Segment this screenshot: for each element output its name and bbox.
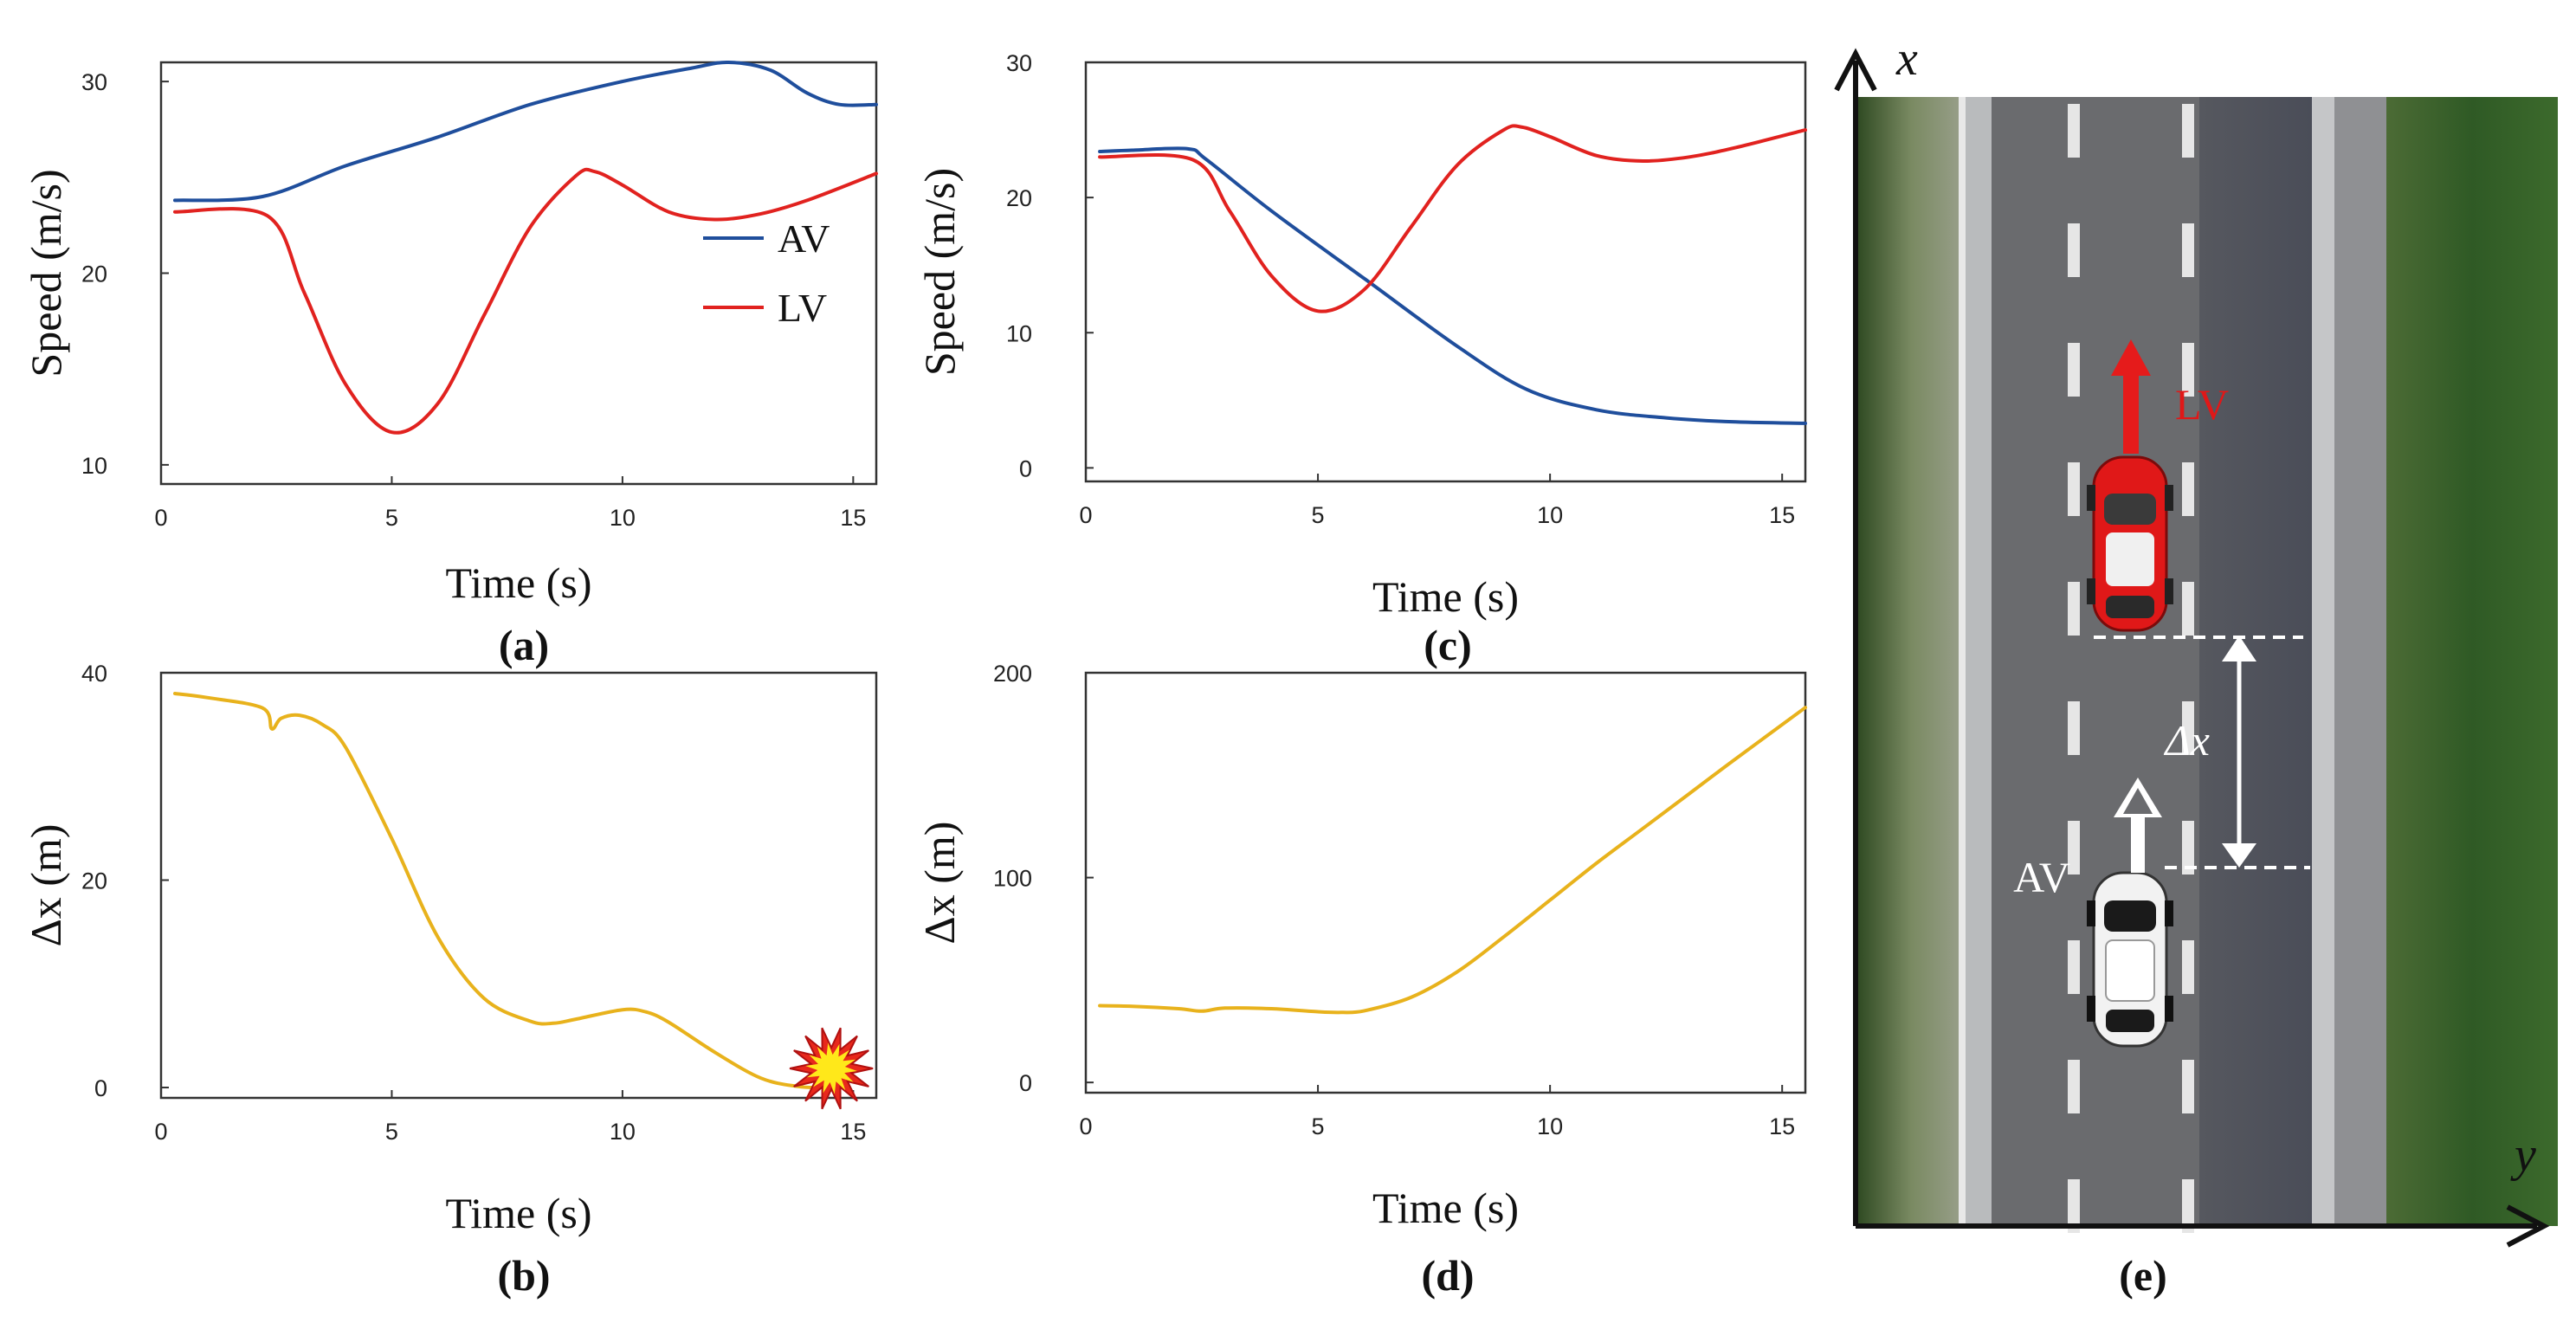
left-shoulder — [1966, 97, 1992, 1226]
lane-dash — [2182, 940, 2194, 994]
y-tick-label: 100 — [993, 866, 1032, 892]
x-axis-label: Time (s) — [445, 558, 591, 607]
x-tick-label: 15 — [1769, 502, 1795, 528]
plot-frame — [1084, 61, 1807, 483]
y-axis-label: Speed (m/s) — [915, 168, 964, 376]
x-tick-label: 5 — [385, 1119, 398, 1145]
lane-dashes — [2068, 104, 2194, 1233]
y-tick-label: 0 — [1019, 1070, 1032, 1096]
lane-dash — [2068, 343, 2080, 397]
y-tick-label: 30 — [1006, 50, 1032, 76]
panel-label-a: (a) — [499, 621, 549, 669]
scene-x-axis-label: x — [1895, 32, 1918, 86]
lv-direction-arrow — [2111, 339, 2151, 454]
road-scene: LV AV Δx x y — [1834, 32, 2558, 1248]
x-tick-label: 10 — [1537, 502, 1563, 528]
lane-dash — [2182, 1060, 2194, 1113]
lane-dash — [2068, 1060, 2080, 1113]
series-line-lv — [1098, 124, 1807, 313]
y-axis-label: Δx (m) — [915, 822, 964, 945]
scene-y-axis-label: y — [2510, 1128, 2536, 1182]
chart-b: 0 5 10 15 0 20 40 Time (s) Δx (m) — [22, 661, 878, 1237]
x-axis-label: Time (s) — [445, 1189, 591, 1237]
y-tick-label: 40 — [81, 661, 107, 687]
y-tick-label: 20 — [81, 868, 107, 894]
panel-label-d: (d) — [1421, 1251, 1474, 1300]
plot-frame — [159, 671, 878, 1100]
lane-dash — [2068, 582, 2080, 636]
x-tick-label: 0 — [1079, 1113, 1092, 1139]
y-axis-label: Δx (m) — [22, 824, 70, 947]
plot-frame — [159, 61, 878, 486]
lv-car — [2087, 455, 2173, 632]
panel-label-e: (e) — [2119, 1251, 2167, 1300]
lane-dash — [2182, 223, 2194, 277]
x-axis-label: Time (s) — [1372, 572, 1519, 621]
y-tick-label: 20 — [81, 261, 107, 287]
av-label: AV — [2013, 853, 2070, 901]
panel-label-b: (b) — [497, 1251, 550, 1300]
x-tick-label: 10 — [610, 505, 636, 531]
chart-a: 0 5 10 15 10 20 30 Time (s) Speed (m/s) AV LV — [22, 60, 878, 607]
lane-dash — [2068, 104, 2080, 158]
av-car — [2087, 871, 2173, 1048]
lane-dash — [2182, 104, 2194, 158]
lane-dash — [2182, 462, 2194, 516]
series-line-δx — [173, 692, 823, 1090]
lv-label: LV — [2175, 380, 2229, 429]
y-axis-label: Speed (m/s) — [22, 169, 70, 377]
x-tick-label: 10 — [1537, 1113, 1563, 1139]
chart-d: 0 5 10 15 0 100 200 Time (s) Δx (m) — [915, 661, 1807, 1232]
lane-dash — [2068, 821, 2080, 874]
y-tick-label: 200 — [993, 661, 1032, 687]
gap-label: Δx — [2163, 716, 2210, 765]
x-tick-label: 5 — [385, 505, 398, 531]
series-line-av — [173, 60, 878, 203]
series-line-av — [1098, 146, 1807, 425]
lane-dash — [2182, 343, 2194, 397]
lane-dash — [2182, 582, 2194, 636]
x-tick-label: 0 — [154, 505, 167, 531]
collision-marker-core — [805, 1042, 857, 1094]
y-tick-label: 30 — [81, 69, 107, 95]
av-direction-arrow — [2114, 778, 2162, 873]
series-line-δx — [1098, 706, 1807, 1015]
lane-dash — [2068, 223, 2080, 277]
y-tick-label: 10 — [81, 453, 107, 479]
lane-dash — [2182, 701, 2194, 755]
y-tick-label: 20 — [1006, 185, 1032, 211]
right-line — [2312, 97, 2334, 1226]
x-tick-label: 15 — [1769, 1113, 1795, 1139]
x-tick-label: 5 — [1312, 1113, 1325, 1139]
chart-c: 0 5 10 15 0 10 20 30 Time (s) Speed (m/s) — [915, 50, 1807, 621]
panel-label-c: (c) — [1424, 621, 1472, 669]
x-tick-label: 5 — [1312, 502, 1325, 528]
left-verge — [1857, 97, 1966, 1226]
y-tick-label: 0 — [94, 1075, 107, 1101]
lane-dash — [2068, 1179, 2080, 1233]
y-tick-label: 0 — [1019, 455, 1032, 481]
right-shoulder — [2334, 97, 2386, 1226]
x-tick-label: 15 — [840, 1119, 866, 1145]
legend-label: LV — [778, 286, 827, 330]
y-tick-label: 10 — [1006, 320, 1032, 346]
x-tick-label: 0 — [154, 1119, 167, 1145]
x-axis-label: Time (s) — [1372, 1184, 1519, 1232]
lane-dash — [2068, 701, 2080, 755]
x-tick-label: 10 — [610, 1119, 636, 1145]
right-verge — [2386, 97, 2558, 1226]
series-line-lv — [173, 167, 878, 435]
left-edge-line — [1959, 97, 1966, 1226]
lane-dash — [2182, 1179, 2194, 1233]
legend-label: AV — [778, 216, 830, 261]
x-tick-label: 0 — [1079, 502, 1092, 528]
x-tick-label: 15 — [840, 505, 866, 531]
plot-frame — [1084, 671, 1807, 1094]
lane-dash — [2182, 821, 2194, 874]
lane-dash — [2068, 462, 2080, 516]
lane-dash — [2068, 940, 2080, 994]
